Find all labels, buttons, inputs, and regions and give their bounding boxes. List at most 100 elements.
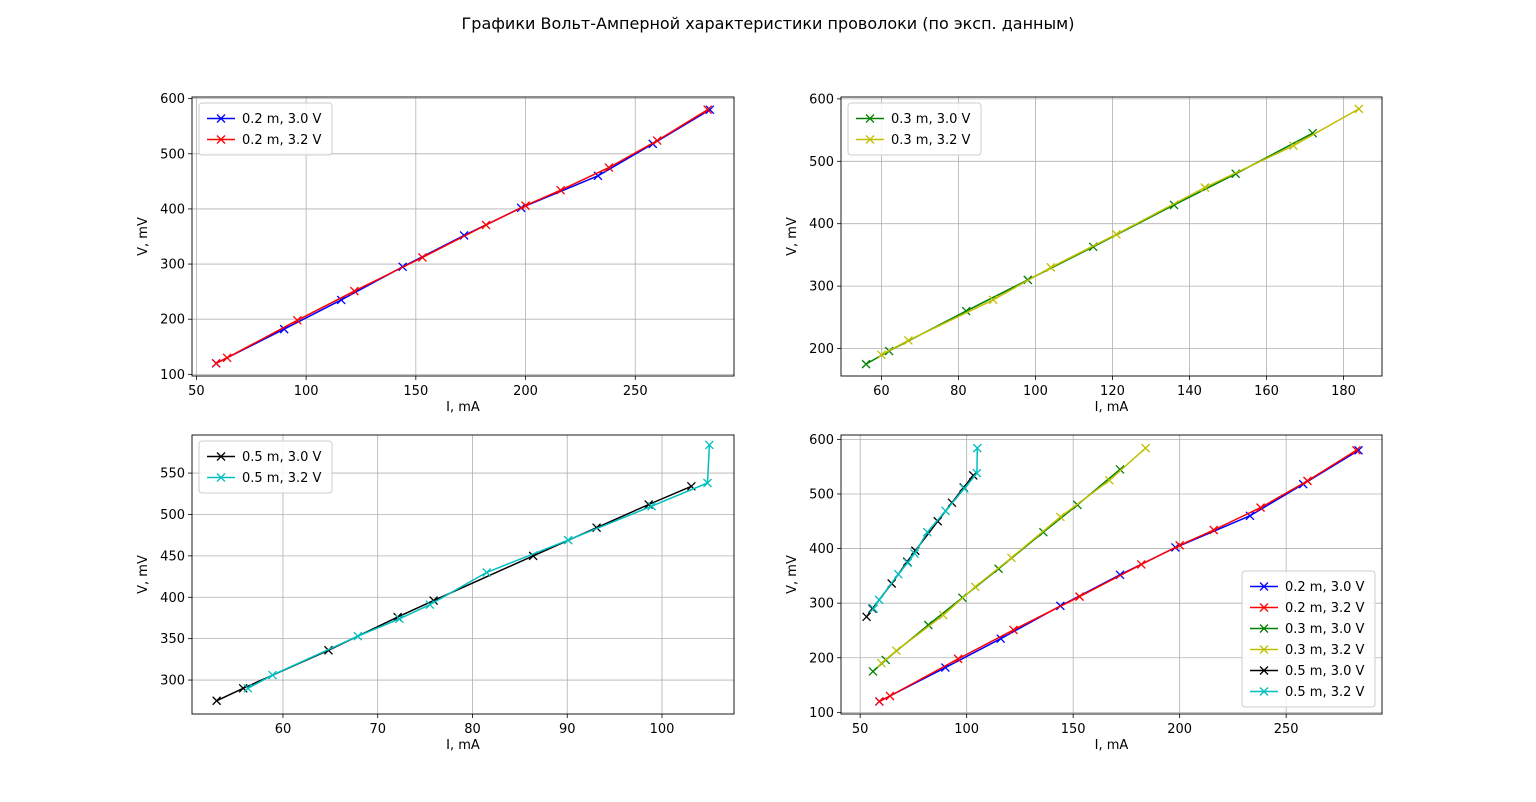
data-point [891,646,901,656]
legend-swatch-marker [216,114,226,123]
legend-entry-label: 0.5 m, 3.0 V [1285,664,1365,679]
legend-entry-label: 0.3 m, 3.0 V [1285,622,1365,637]
data-point [874,595,884,605]
y-tick-label: 500 [160,147,185,162]
x-tick: 60 [275,714,292,737]
y-tick: 500 [160,147,192,162]
legend-entry-label: 0.3 m, 3.0 V [891,112,971,127]
x-tick: 90 [559,714,576,737]
data-point [1115,464,1125,474]
legend-entry-label: 0.5 m, 3.2 V [1285,685,1365,700]
x-tick: 180 [1331,376,1356,399]
y-tick-label: 350 [160,632,185,647]
y-tick-label: 300 [809,597,834,612]
y-tick-label: 300 [160,258,185,273]
data-point [1006,553,1016,563]
legend-swatch-marker [1259,645,1269,654]
legend-entry-label: 0.5 m, 3.2 V [242,471,322,486]
data-point [1141,443,1151,453]
legend-swatch-marker [1259,666,1269,675]
data-point [1302,476,1312,486]
x-tick-label: 200 [513,384,538,399]
data-point [1175,540,1185,550]
data-point [874,696,884,706]
data-point [941,506,951,516]
x-axis-label: I, mA [446,738,480,753]
x-tick-label: 100 [294,384,319,399]
y-tick-label: 300 [160,674,185,689]
data-point [876,350,886,360]
data-point [563,535,573,545]
x-tick-label: 90 [559,722,576,737]
x-tick-label: 150 [403,384,428,399]
x-tick: 50 [188,376,205,399]
data-point [704,440,714,450]
y-tick-label: 200 [160,313,185,328]
y-tick-label: 200 [809,342,834,357]
data-point [1075,592,1085,602]
chart-combined: 50 100 150 200 250 100 200 300 400 500 600 I, mA V, … [785,433,1383,753]
y-tick-label: 500 [809,487,834,502]
legend-entry-label: 0.2 m, 3.2 V [1285,601,1365,616]
axes-frame [191,96,735,377]
series-line-3 [881,447,1147,664]
data-point [652,136,662,146]
data-point [959,484,969,493]
legend: 0.2 m, 3.0 V 0.2 m, 3.2 V [198,102,333,156]
x-tick-label: 60 [873,384,890,399]
legend-swatch-marker [865,135,875,144]
data-point [868,666,878,676]
legend-swatch-marker [216,473,226,482]
axes-frame [191,434,735,715]
y-tick-label: 600 [809,92,834,107]
legend-entry-label: 0.2 m, 3.2 V [242,133,322,148]
legend-entry-label: 0.2 m, 3.0 V [242,112,322,127]
legend-box [198,440,333,494]
legend-swatch-marker [1259,603,1269,612]
y-tick-label: 400 [809,542,834,557]
y-tick: 500 [809,487,841,502]
y-tick-label: 100 [809,706,834,721]
x-tick-label: 60 [275,722,292,737]
y-tick-label: 400 [160,202,185,217]
y-axis-label: V, mV [785,555,800,594]
y-tick: 400 [160,202,192,217]
y-tick: 200 [809,342,841,357]
data-point [556,185,566,195]
y-tick: 550 [160,467,192,482]
y-tick: 300 [160,674,192,689]
x-tick-label: 140 [1177,384,1202,399]
data-point [482,567,492,577]
data-point [604,163,614,173]
legend-swatch-marker [1259,582,1269,591]
legend-swatch-marker [865,114,875,123]
x-tick: 150 [403,376,428,399]
data-point [425,600,435,610]
x-axis-label: I, mA [446,400,480,415]
data-point [417,252,427,262]
x-tick: 50 [852,714,868,737]
y-tick-label: 300 [809,280,834,295]
x-tick-label: 70 [369,722,386,737]
x-tick: 100 [294,376,319,399]
legend-swatch-marker [1259,687,1269,696]
data-point [972,443,982,453]
x-tick-label: 120 [1100,384,1125,399]
x-axis-label: I, mA [1095,738,1129,753]
x-tick-label: 180 [1331,384,1356,399]
legend-box [847,102,982,156]
data-point [353,631,363,641]
y-axis-label: V, mV [785,217,800,256]
x-tick: 80 [464,714,481,737]
data-point [211,358,221,368]
legend: 0.2 m, 3.0 V 0.2 m, 3.2 V 0.3 m, 3.0 V 0.3 … [1241,570,1376,708]
y-tick-label: 600 [160,92,185,107]
x-tick-label: 150 [1061,722,1086,737]
data-point [703,478,712,488]
y-tick: 600 [160,92,192,107]
y-tick-label: 500 [160,508,185,523]
legend-entry-label: 0.3 m, 3.2 V [1285,643,1365,658]
y-tick-label: 450 [160,549,185,564]
